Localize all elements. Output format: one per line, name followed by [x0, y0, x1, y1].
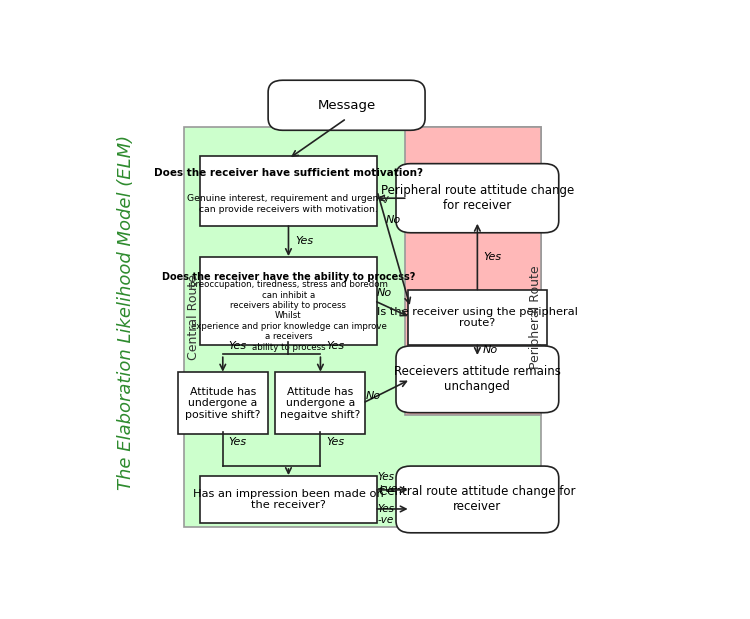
Text: The Elaboration Likelihood Model (ELM): The Elaboration Likelihood Model (ELM): [117, 135, 135, 490]
Text: No: No: [483, 345, 498, 355]
Text: Attitude has
undergone a
positive shift?: Attitude has undergone a positive shift?: [185, 386, 260, 420]
FancyBboxPatch shape: [200, 257, 377, 345]
FancyBboxPatch shape: [184, 127, 542, 527]
Text: Yes
+ve: Yes +ve: [377, 472, 398, 493]
Text: Genuine interest, requirement and urgency
can provide receivers with motivation.: Genuine interest, requirement and urgenc…: [188, 184, 389, 214]
FancyBboxPatch shape: [275, 372, 365, 434]
Text: Yes
-ve: Yes -ve: [377, 504, 394, 526]
Text: Yes: Yes: [326, 437, 344, 448]
FancyBboxPatch shape: [178, 372, 268, 434]
Text: Receievers attitude remains
unchanged: Receievers attitude remains unchanged: [394, 365, 561, 393]
Text: Message: Message: [317, 99, 376, 112]
Text: Yes: Yes: [326, 340, 344, 351]
Text: Peripheral Route: Peripheral Route: [529, 266, 542, 369]
Text: Central Route: Central Route: [188, 274, 200, 360]
FancyBboxPatch shape: [268, 80, 425, 130]
Text: Is the receiver using the peripheral
route?: Is the receiver using the peripheral rou…: [377, 306, 578, 328]
Text: Yes: Yes: [483, 251, 501, 262]
Text: No: No: [377, 288, 392, 298]
Text: Does the receiver have the ability to process?: Does the receiver have the ability to pr…: [162, 272, 416, 282]
Text: Yes: Yes: [296, 236, 314, 246]
FancyBboxPatch shape: [396, 346, 559, 413]
Text: No: No: [386, 215, 401, 225]
FancyBboxPatch shape: [200, 157, 377, 225]
Text: Has an impression been made on
the receiver?: Has an impression been made on the recei…: [193, 488, 384, 510]
FancyBboxPatch shape: [405, 127, 542, 415]
Text: Peripheral route attitude change
for receiver: Peripheral route attitude change for rec…: [381, 184, 574, 212]
Text: preoccupation, tiredness, stress and boredom
can inhibit a
receivers ability to : preoccupation, tiredness, stress and bor…: [190, 270, 388, 352]
FancyBboxPatch shape: [200, 475, 377, 523]
Text: No: No: [365, 391, 380, 400]
Text: Does the receiver have sufficient motivation?: Does the receiver have sufficient motiva…: [154, 168, 423, 178]
Text: Yes: Yes: [229, 340, 247, 351]
FancyBboxPatch shape: [396, 466, 559, 533]
FancyBboxPatch shape: [396, 163, 559, 233]
Text: Attitude has
undergone a
negaitve shift?: Attitude has undergone a negaitve shift?: [280, 386, 361, 420]
Text: Yes: Yes: [229, 437, 247, 448]
FancyBboxPatch shape: [408, 290, 547, 345]
Text: Central route attitude change for
receiver: Central route attitude change for receiv…: [379, 485, 576, 513]
